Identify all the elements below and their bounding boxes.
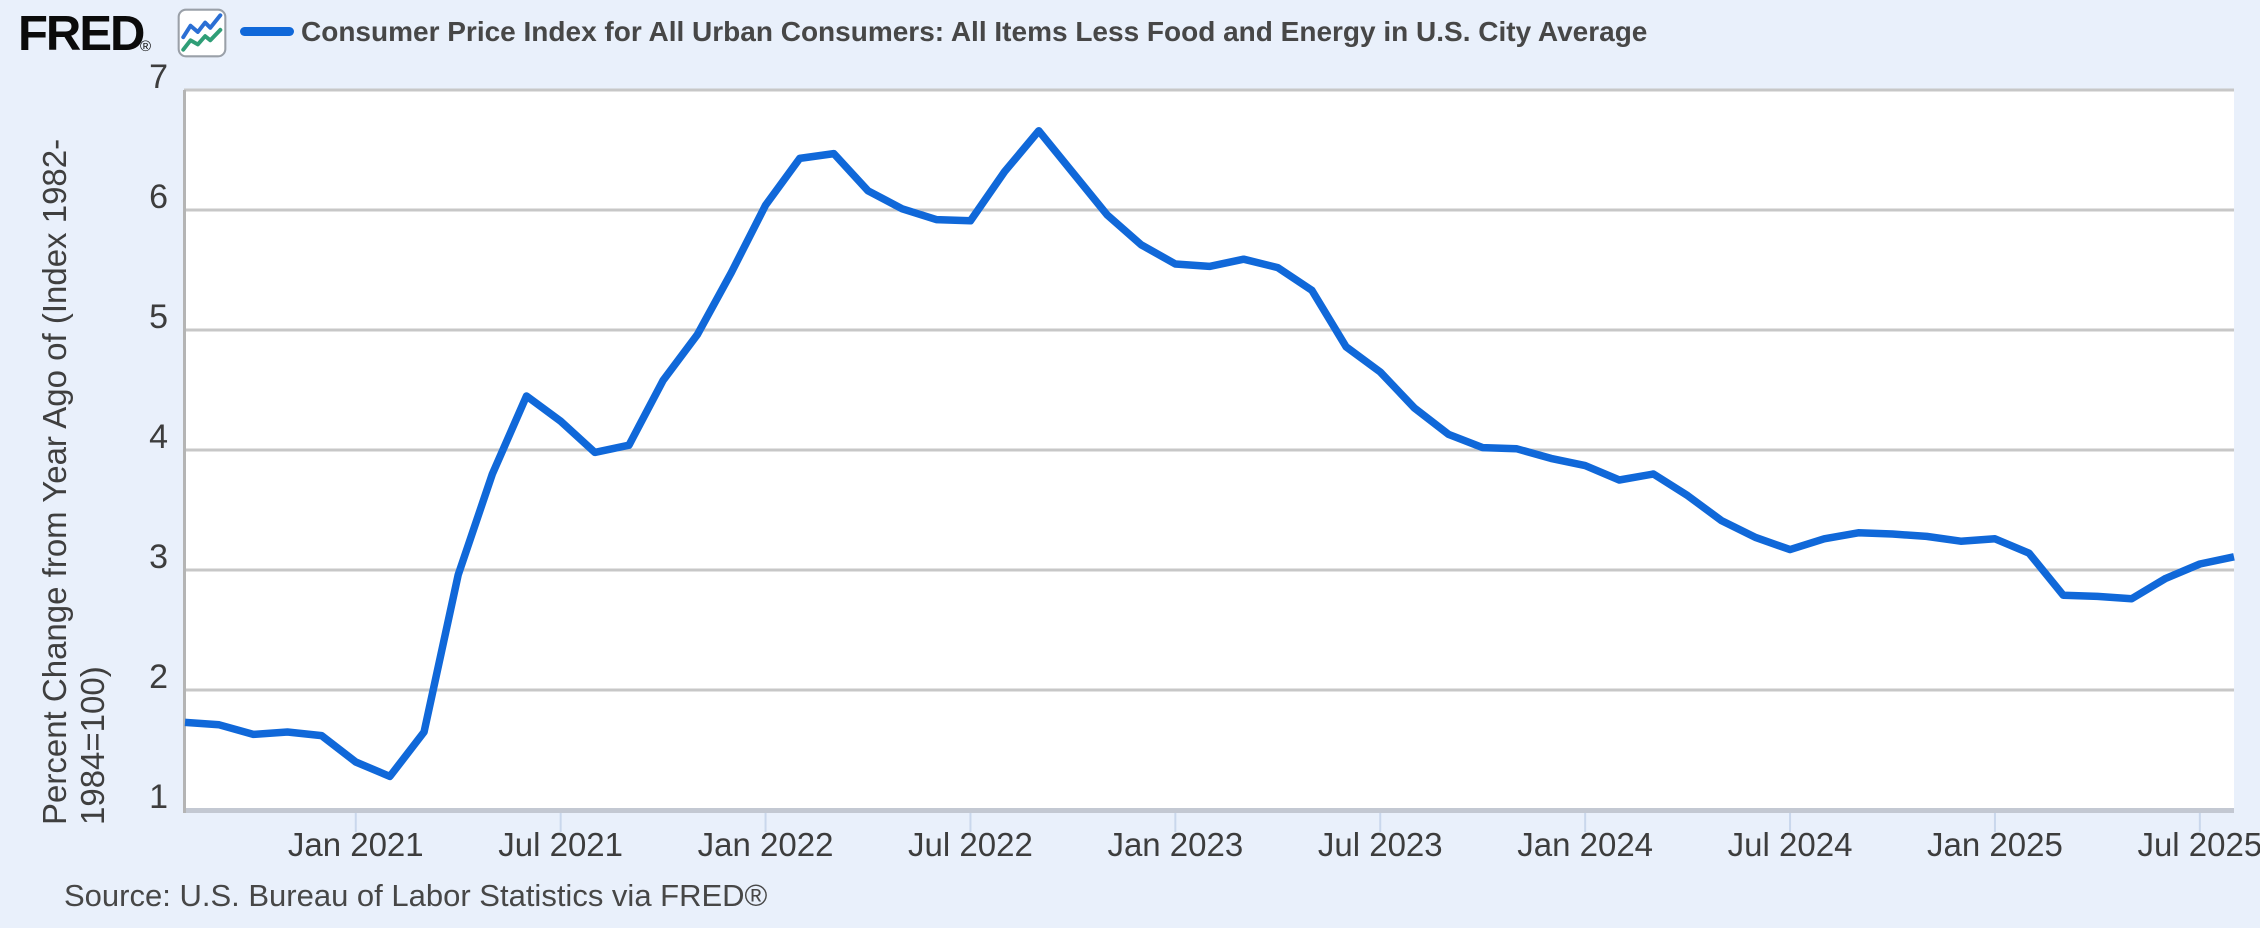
x-tick-label-2025-07: Jul 2025 (2137, 826, 2260, 863)
series-legend-label: Consumer Price Index for All Urban Consu… (301, 16, 1648, 47)
x-tick-label-2024-07: Jul 2024 (1727, 826, 1853, 863)
y-tick-label-1: 1 (149, 778, 168, 816)
y-tick-label-7: 7 (149, 58, 168, 96)
x-tick-label-2025-01: Jan 2025 (1927, 826, 2063, 863)
x-tick-label-2023-01: Jan 2023 (1107, 826, 1244, 863)
cpi-data-line[interactable] (184, 127, 2235, 781)
x-tick-label-2024-01: Jan 2024 (1517, 826, 1654, 863)
y-tick-label-3: 3 (149, 538, 168, 576)
line-chart-icon (177, 8, 227, 63)
x-tick-label-2021-01: Jan 2021 (287, 826, 424, 863)
x-tick-label-2023-07: Jul 2023 (1317, 826, 1443, 863)
x-axis-line (183, 808, 2234, 813)
x-tick-label-2022-07: Jul 2022 (908, 826, 1033, 863)
x-tick-label-2021-07: Jul 2021 (498, 826, 624, 863)
y-tick-label-2: 2 (149, 658, 168, 696)
legend-line-swatch (240, 27, 294, 36)
y-tick-label-6: 6 (149, 178, 168, 216)
fred-logo: FRED (18, 7, 145, 61)
y-axis-line (183, 90, 186, 813)
x-tick-label-2022-01: Jan 2022 (697, 826, 834, 863)
y-tick-label-4: 4 (149, 418, 168, 456)
fred-logo-registered-mark: ® (140, 38, 152, 55)
y-tick-label-5: 5 (149, 298, 168, 336)
source-note: Source: U.S. Bureau of Labor Statistics … (64, 878, 768, 913)
